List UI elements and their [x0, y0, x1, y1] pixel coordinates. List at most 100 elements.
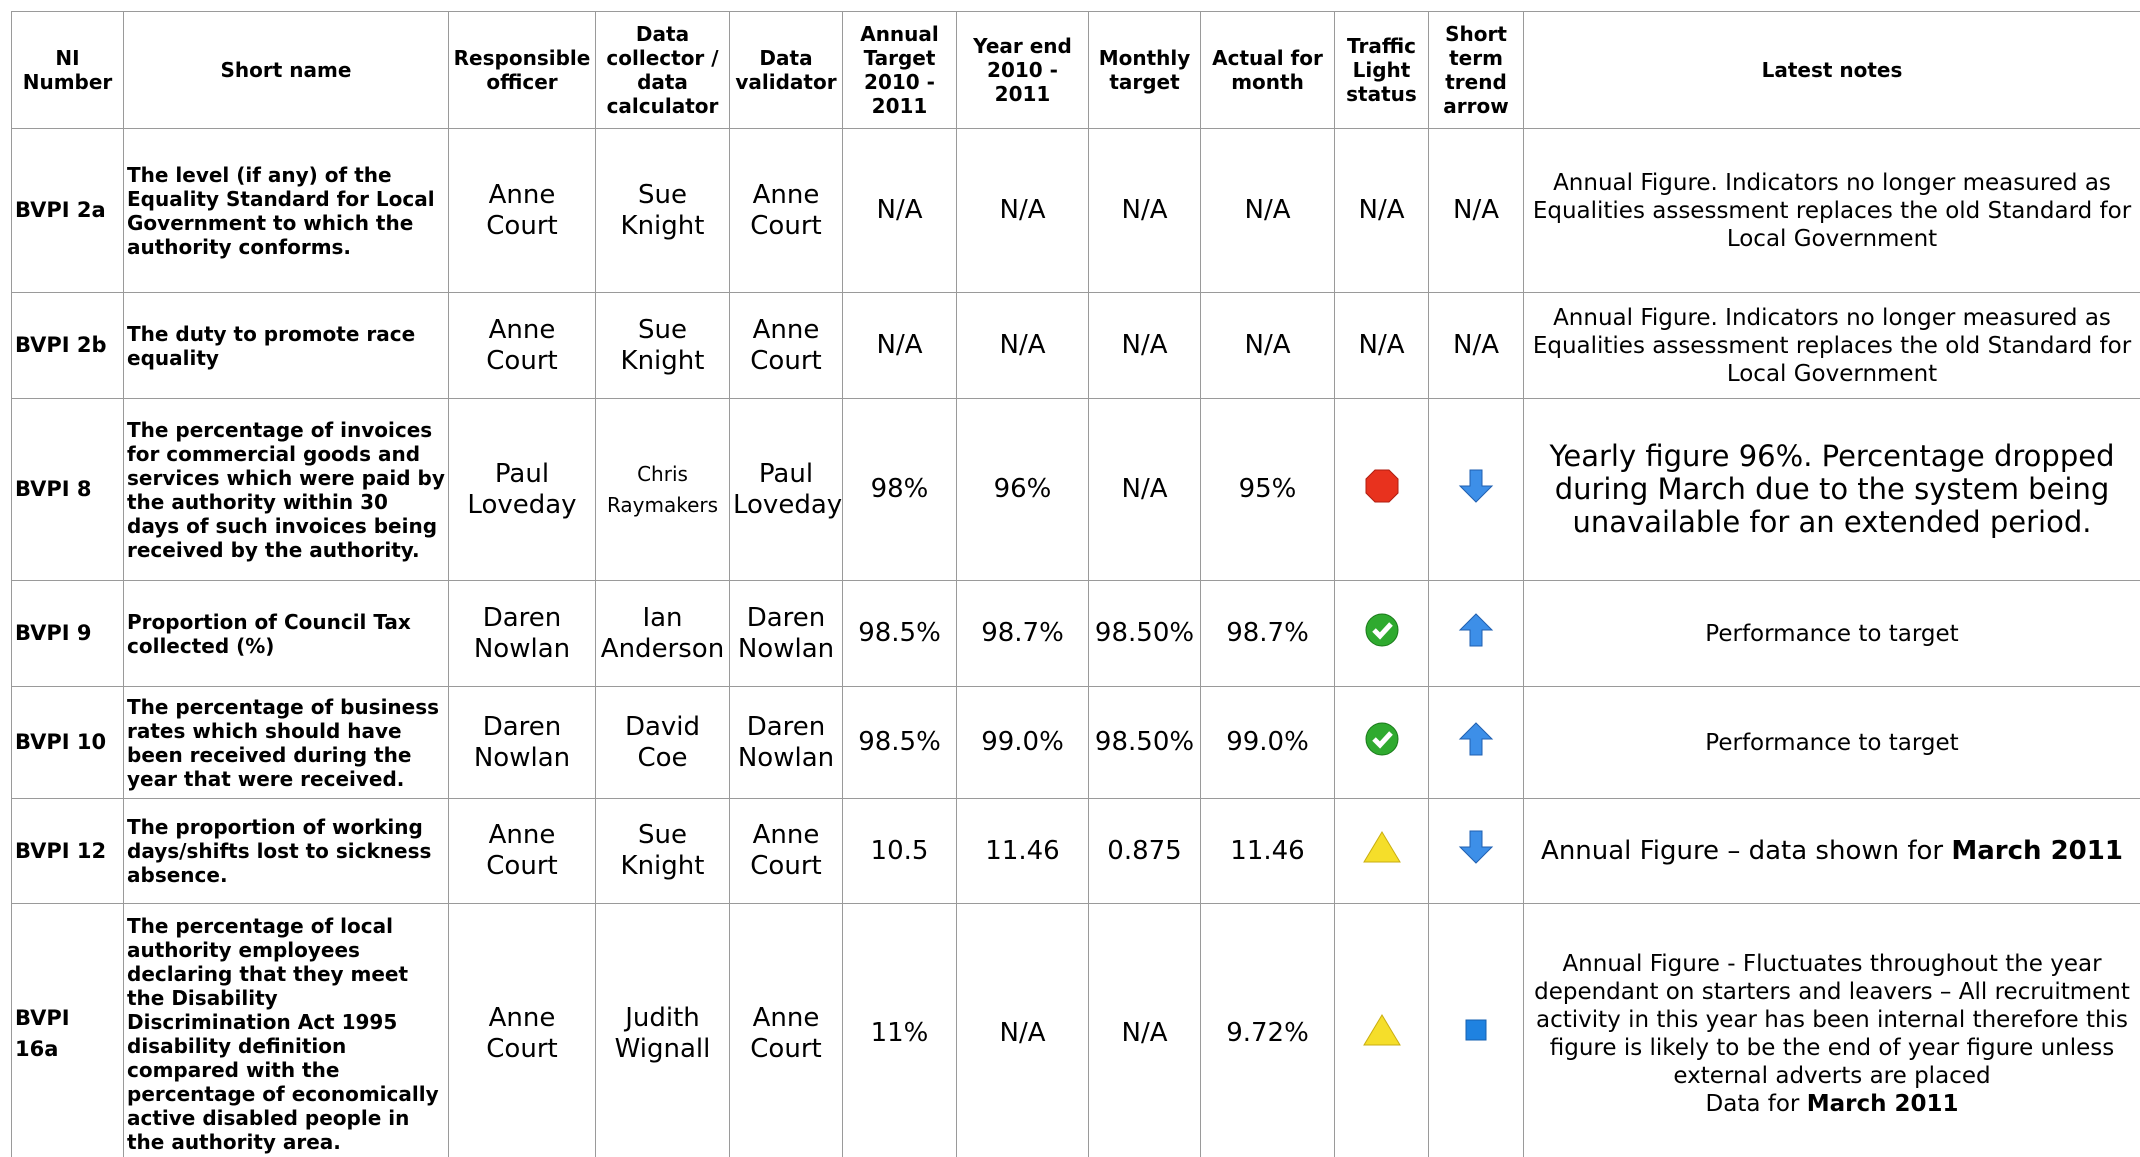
year-end: 11.46 [956, 798, 1089, 904]
collector: Chris Raymakers [595, 398, 730, 581]
traffic-icon [1334, 580, 1429, 687]
monthly-target: N/A [1088, 903, 1201, 1157]
monthly-target: 0.875 [1088, 798, 1201, 904]
collector: Sue Knight [595, 128, 730, 293]
header-cell: Data collector / data calculator [595, 11, 730, 129]
ni-number: BVPI 2b [11, 292, 124, 399]
ni-number: BVPI 9 [11, 580, 124, 687]
officer: Anne Court [448, 128, 596, 293]
short-name: Proportion of Council Tax collected (%) [123, 580, 449, 687]
note-text: Annual Figure. Indicators no longer meas… [1532, 169, 2132, 252]
monthly-target: N/A [1088, 398, 1201, 581]
header-cell: Year end 2010 - 2011 [956, 11, 1089, 129]
table-row: BVPI 10 The percentage of business rates … [11, 686, 2140, 799]
annual-target: N/A [842, 128, 957, 293]
latest-notes: Annual Figure – data shown for March 201… [1523, 798, 2140, 904]
monthly-target: N/A [1088, 128, 1201, 293]
ni-number: BVPI 16a [11, 903, 124, 1157]
trend-icon [1428, 580, 1524, 687]
note-bold: March 2011 [1806, 1090, 1959, 1117]
table-row: BVPI 8 The percentage of invoices for com… [11, 398, 2140, 581]
validator: Daren Nowlan [729, 686, 843, 799]
validator: Anne Court [729, 292, 843, 399]
trend-icon [1428, 686, 1524, 799]
header-cell: Annual Target 2010 - 2011 [842, 11, 957, 129]
annual-target: 98.5% [842, 580, 957, 687]
officer: Daren Nowlan [448, 580, 596, 687]
year-end: 96% [956, 398, 1089, 581]
table-row: BVPI 12 The proportion of working days/sh… [11, 798, 2140, 904]
note-text: Yearly figure 96%. Percentage dropped du… [1549, 439, 2115, 539]
validator: Anne Court [729, 128, 843, 293]
year-end: 99.0% [956, 686, 1089, 799]
collector: David Coe [595, 686, 730, 799]
header-cell: NI Number [11, 11, 124, 129]
trend-icon-shape [1458, 469, 1494, 503]
note-text: Data for [1705, 1090, 1807, 1117]
note-text: Annual Figure. Indicators no longer meas… [1532, 304, 2132, 387]
actual: N/A [1200, 128, 1335, 293]
collector: Sue Knight [595, 292, 730, 399]
traffic-icon-shape [1365, 722, 1398, 755]
year-end: 98.7% [956, 580, 1089, 687]
trend-icon-shape [1458, 830, 1494, 864]
actual: 98.7% [1200, 580, 1335, 687]
traffic-status: N/A [1334, 128, 1429, 293]
trend-icon [1428, 903, 1524, 1157]
header-cell: Traffic Light status [1334, 11, 1429, 129]
short-name: The proportion of working days/shifts lo… [123, 798, 449, 904]
traffic-icon [1334, 398, 1429, 581]
header-cell: Responsible officer [448, 11, 596, 129]
note-text: Performance to target [1705, 729, 1959, 756]
annual-target: 98.5% [842, 686, 957, 799]
latest-notes: Annual Figure. Indicators no longer meas… [1523, 292, 2140, 399]
collector: Sue Knight [595, 798, 730, 904]
actual: 99.0% [1200, 686, 1335, 799]
validator: Anne Court [729, 903, 843, 1157]
actual: 11.46 [1200, 798, 1335, 904]
collector: Ian Anderson [595, 580, 730, 687]
trend-icon-shape [1458, 721, 1494, 755]
latest-notes: Performance to target [1523, 580, 2140, 687]
traffic-icon-shape [1365, 469, 1398, 502]
monthly-target: N/A [1088, 292, 1201, 399]
trend-icon [1428, 798, 1524, 904]
officer: Daren Nowlan [448, 686, 596, 799]
actual: N/A [1200, 292, 1335, 399]
traffic-icon-shape [1365, 613, 1398, 646]
annual-target: 10.5 [842, 798, 957, 904]
short-name: The duty to promote race equality [123, 292, 449, 399]
table-row: BVPI 16a The percentage of local authorit… [11, 903, 2140, 1157]
trend-status: N/A [1428, 292, 1524, 399]
annual-target: 98% [842, 398, 957, 581]
table-body: BVPI 2a The level (if any) of the Equalit… [11, 128, 2140, 1157]
monthly-target: 98.50% [1088, 580, 1201, 687]
annual-target: 11% [842, 903, 957, 1157]
ni-number: BVPI 12 [11, 798, 124, 904]
actual: 9.72% [1200, 903, 1335, 1157]
annual-target: N/A [842, 292, 957, 399]
trend-icon-shape [1458, 612, 1494, 646]
officer: Paul Loveday [448, 398, 596, 581]
validator: Paul Loveday [729, 398, 843, 581]
header-cell: Monthly target [1088, 11, 1201, 129]
header-cell: Actual for month [1200, 11, 1335, 129]
ni-number: BVPI 8 [11, 398, 124, 581]
trend-icon [1428, 398, 1524, 581]
short-name: The percentage of local authority employ… [123, 903, 449, 1157]
latest-notes: Annual Figure. Indicators no longer meas… [1523, 128, 2140, 293]
officer: Anne Court [448, 798, 596, 904]
short-name: The percentage of business rates which s… [123, 686, 449, 799]
traffic-icon [1334, 686, 1429, 799]
actual: 95% [1200, 398, 1335, 581]
short-name: The level (if any) of the Equality Stand… [123, 128, 449, 293]
short-name: The percentage of invoices for commercia… [123, 398, 449, 581]
table-row: BVPI 2b The duty to promote race equality… [11, 292, 2140, 399]
year-end: N/A [956, 903, 1089, 1157]
traffic-icon-shape [1362, 831, 1401, 863]
officer: Anne Court [448, 903, 596, 1157]
year-end: N/A [956, 128, 1089, 293]
header-cell: Short name [123, 11, 449, 129]
table-row: BVPI 9 Proportion of Council Tax collecte… [11, 580, 2140, 687]
